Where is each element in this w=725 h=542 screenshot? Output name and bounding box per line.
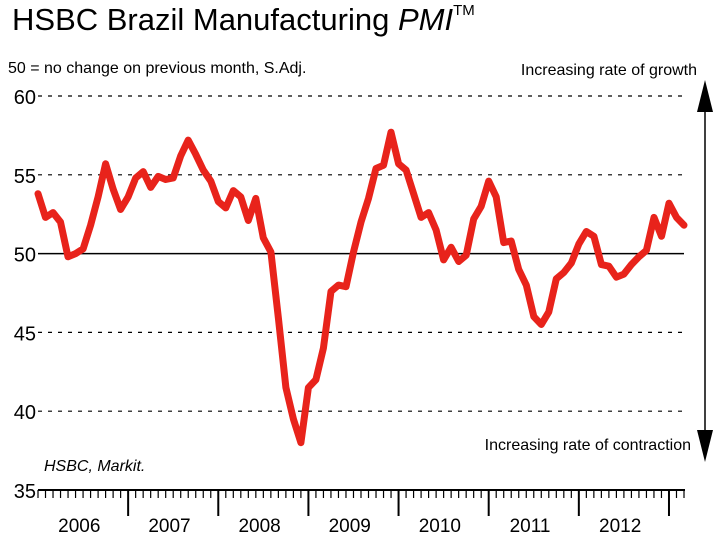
y-tick-label: 40 <box>14 402 36 424</box>
growth-annotation: Increasing rate of growth <box>520 62 697 79</box>
year-label: 2008 <box>238 516 280 537</box>
year-label: 2009 <box>329 516 371 537</box>
series-group <box>34 128 688 447</box>
chart-title: HSBC Brazil Manufacturing PMITM <box>12 2 475 38</box>
year-label: 2011 <box>510 516 551 537</box>
year-label: 2012 <box>599 516 641 537</box>
down-arrow-icon <box>697 430 713 462</box>
y-tick-label: 60 <box>14 87 36 109</box>
year-label: 2010 <box>419 516 461 537</box>
source-label: HSBC, Markit. <box>44 458 146 475</box>
direction-arrows <box>697 80 713 462</box>
up-arrow-icon <box>697 80 713 112</box>
y-axis: 35 40 45 50 55 60 <box>14 87 36 503</box>
pmi-series-line <box>34 128 688 447</box>
y-tick-label: 50 <box>14 245 36 267</box>
y-tick-label: 35 <box>14 481 36 503</box>
year-label: 2007 <box>148 516 190 537</box>
title-trademark: TM <box>453 1 475 19</box>
chart-subtitle: 50 = no change on previous month, S.Adj. <box>8 60 307 77</box>
grid-lines <box>38 95 684 412</box>
y-tick-label: 55 <box>14 166 36 188</box>
title-main: HSBC Brazil Manufacturing <box>12 2 390 37</box>
contraction-annotation: Increasing rate of contraction <box>484 437 691 454</box>
year-label: 2006 <box>58 516 100 537</box>
y-tick-label: 45 <box>14 323 36 345</box>
x-axis: 2006 2007 2008 2009 2010 2011 2012 <box>37 489 685 537</box>
title-pmi: PMI <box>397 2 454 37</box>
